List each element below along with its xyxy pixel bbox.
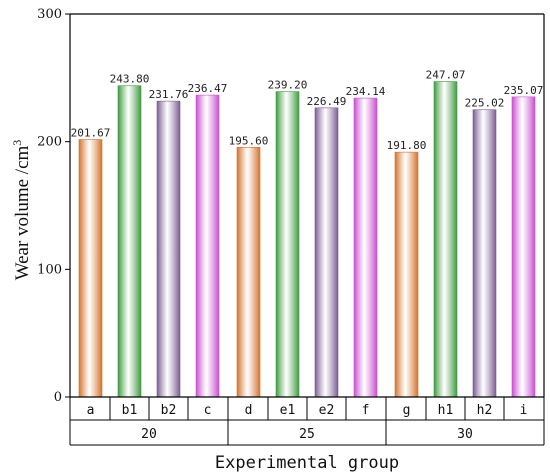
bar-h2 <box>472 109 497 398</box>
bar-b1 <box>117 85 142 398</box>
category-label-e1: e1 <box>280 403 296 418</box>
value-label-i: 235.07 <box>504 84 544 97</box>
bar-a <box>78 139 103 398</box>
group-label-20: 20 <box>141 427 157 442</box>
category-label-h1: h1 <box>438 403 454 418</box>
value-label-f: 234.14 <box>346 85 386 98</box>
bar-c <box>195 94 220 398</box>
y-ticks: 0 100 200 300 <box>37 7 70 405</box>
bar-h1 <box>433 81 458 398</box>
value-label-b1: 243.80 <box>110 73 150 86</box>
value-label-b2: 231.76 <box>149 88 189 101</box>
category-table: a b1 b2 c d e1 e2 f g h1 h2 i 20 25 30 <box>69 397 545 446</box>
bars-layer <box>78 81 536 398</box>
value-label-g: 191.80 <box>387 139 427 152</box>
y-tick-label: 200 <box>37 135 62 150</box>
bar-g <box>394 151 419 398</box>
bar-e2 <box>314 107 339 398</box>
y-tick-label: 0 <box>54 390 62 405</box>
group-label-25: 25 <box>299 427 315 442</box>
category-label-b1: b1 <box>122 403 138 418</box>
value-label-c: 236.47 <box>188 82 228 95</box>
category-label-a: a <box>87 403 95 418</box>
bar-d <box>236 146 261 398</box>
value-label-a: 201.67 <box>71 127 111 140</box>
bar-b2 <box>156 100 181 398</box>
value-label-h1: 247.07 <box>426 69 466 82</box>
bar-e1 <box>275 91 300 398</box>
y-tick-label: 100 <box>37 262 62 277</box>
bar-i <box>511 96 536 398</box>
category-label-h2: h2 <box>477 403 493 418</box>
value-label-h2: 225.02 <box>465 97 505 110</box>
value-label-d: 195.60 <box>229 134 269 147</box>
value-label-e2: 226.49 <box>307 95 347 108</box>
category-label-b2: b2 <box>161 403 177 418</box>
x-axis-title: Experimental group <box>215 453 399 473</box>
bar-f <box>353 97 378 398</box>
category-label-g: g <box>403 403 411 418</box>
category-label-e2: e2 <box>319 403 335 418</box>
y-axis-title-text: Wear volume /cm <box>12 145 33 280</box>
category-label-i: i <box>520 403 528 418</box>
value-labels-layer: 201.67 243.80 231.76 236.47 195.60 239.20 226.… <box>71 69 544 153</box>
y-tick-label: 300 <box>37 7 62 22</box>
category-label-f: f <box>362 403 370 418</box>
value-label-e1: 239.20 <box>268 79 308 92</box>
y-axis-title-superscript: 3 <box>10 140 24 146</box>
group-label-30: 30 <box>457 427 473 442</box>
category-label-c: c <box>204 403 212 418</box>
y-axis-title: Wear volume /cm3 <box>10 140 33 281</box>
category-label-d: d <box>245 403 253 418</box>
